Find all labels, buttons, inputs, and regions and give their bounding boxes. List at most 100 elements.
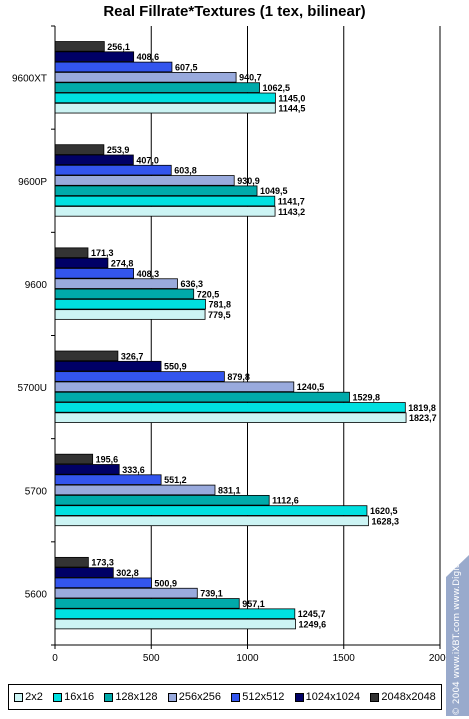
bar bbox=[54, 371, 225, 382]
data-label: 636,3 bbox=[180, 279, 203, 289]
data-label: 171,3 bbox=[91, 248, 114, 258]
legend-item: 256x256 bbox=[167, 691, 221, 703]
bar bbox=[54, 381, 295, 393]
bar bbox=[54, 453, 94, 465]
data-label: 1823,7 bbox=[409, 413, 437, 423]
category-label: 9600P bbox=[18, 177, 47, 188]
legend-item: 1024x1024 bbox=[294, 691, 361, 703]
data-label: 408,3 bbox=[137, 269, 160, 279]
data-label: 1620,5 bbox=[370, 506, 398, 516]
data-label: 1143,2 bbox=[278, 207, 305, 217]
bar bbox=[54, 41, 105, 52]
x-tick-label: 1500 bbox=[333, 653, 356, 664]
legend-item: 2048x2048 bbox=[370, 691, 436, 703]
data-label: 1245,7 bbox=[298, 609, 326, 619]
bar bbox=[54, 288, 195, 300]
category-label: 9600XT bbox=[12, 74, 47, 85]
bar bbox=[54, 154, 134, 166]
bar bbox=[54, 278, 178, 289]
legend-swatch bbox=[53, 692, 63, 702]
data-label: 1240,5 bbox=[297, 382, 325, 392]
data-label: 603,8 bbox=[174, 166, 197, 176]
bar bbox=[54, 268, 134, 279]
gridlines bbox=[55, 26, 441, 645]
data-label: 1062,5 bbox=[263, 83, 291, 93]
data-label: 408,6 bbox=[137, 52, 160, 62]
legend-label: 16x16 bbox=[64, 691, 95, 703]
legend-item: 512x512 bbox=[231, 691, 284, 703]
category-label: 5600 bbox=[25, 589, 48, 600]
data-label: 1141,7 bbox=[278, 197, 305, 207]
bar bbox=[54, 402, 406, 413]
bar bbox=[54, 164, 172, 176]
watermark-banner bbox=[446, 555, 469, 716]
bar bbox=[54, 494, 270, 506]
bar bbox=[54, 102, 276, 114]
bar bbox=[54, 175, 235, 186]
category-label: 5700 bbox=[25, 486, 48, 497]
data-label: 551,2 bbox=[164, 475, 187, 485]
bar bbox=[54, 185, 258, 196]
bar bbox=[54, 556, 89, 568]
legend-swatch bbox=[294, 692, 304, 702]
bar bbox=[54, 391, 350, 403]
bar bbox=[54, 484, 216, 496]
category-label: 5700U bbox=[18, 383, 47, 394]
data-label: 326,7 bbox=[121, 351, 144, 361]
bar bbox=[54, 309, 206, 320]
bar bbox=[54, 608, 296, 619]
bar bbox=[54, 206, 276, 217]
bar bbox=[54, 618, 296, 630]
data-label: 302,8 bbox=[116, 568, 139, 578]
data-label: 957,1 bbox=[242, 599, 265, 609]
x-tick-label: 500 bbox=[143, 653, 160, 664]
data-label: 195,6 bbox=[96, 455, 119, 465]
data-label: 333,6 bbox=[122, 465, 145, 475]
data-label: 407,0 bbox=[136, 155, 159, 165]
legend-swatch bbox=[167, 692, 177, 702]
legend-swatch bbox=[14, 692, 24, 702]
bar bbox=[54, 515, 369, 527]
bar bbox=[54, 598, 240, 609]
legend: 2x2 16x16 128x128 256x256 512x512 1024x1024 20… bbox=[8, 684, 442, 710]
legend-label: 2x2 bbox=[25, 691, 43, 703]
data-label: 607,5 bbox=[175, 62, 198, 72]
legend-label: 512x512 bbox=[242, 691, 285, 703]
category-label: 9600 bbox=[25, 280, 48, 291]
bar bbox=[54, 195, 276, 207]
x-tick-label: 1000 bbox=[236, 653, 259, 664]
data-label: 1144,5 bbox=[278, 104, 305, 114]
legend-swatch bbox=[104, 692, 114, 702]
data-label: 274,8 bbox=[111, 258, 134, 268]
bar bbox=[54, 72, 237, 83]
data-label: 1819,8 bbox=[408, 403, 436, 413]
data-label: 1049,5 bbox=[260, 186, 288, 196]
bar bbox=[54, 577, 152, 589]
bar bbox=[54, 567, 114, 578]
watermark-text: © 2004 www.iXBT.com www.Digit-Life.com bbox=[452, 523, 462, 716]
bar bbox=[54, 82, 260, 93]
data-label: 940,7 bbox=[239, 73, 262, 83]
data-label: 253,9 bbox=[107, 145, 130, 155]
data-label: 256,1 bbox=[107, 42, 130, 52]
data-label: 779,5 bbox=[208, 310, 231, 320]
data-label: 1249,6 bbox=[299, 619, 327, 629]
legend-label: 256x256 bbox=[178, 691, 221, 703]
legend-swatch bbox=[231, 692, 241, 702]
data-label: 930,9 bbox=[237, 176, 260, 186]
bar bbox=[54, 587, 198, 599]
bar bbox=[54, 257, 109, 269]
bar bbox=[54, 360, 162, 372]
bar bbox=[54, 51, 135, 62]
bar bbox=[54, 505, 368, 516]
legend-label: 1024x1024 bbox=[305, 691, 361, 703]
bar bbox=[54, 464, 120, 475]
bars bbox=[54, 41, 407, 630]
bar bbox=[54, 298, 206, 310]
bar bbox=[54, 350, 119, 362]
data-label: 500,9 bbox=[154, 578, 177, 588]
legend-item: 2x2 bbox=[14, 691, 43, 703]
x-tick-label: 2000 bbox=[429, 653, 452, 664]
